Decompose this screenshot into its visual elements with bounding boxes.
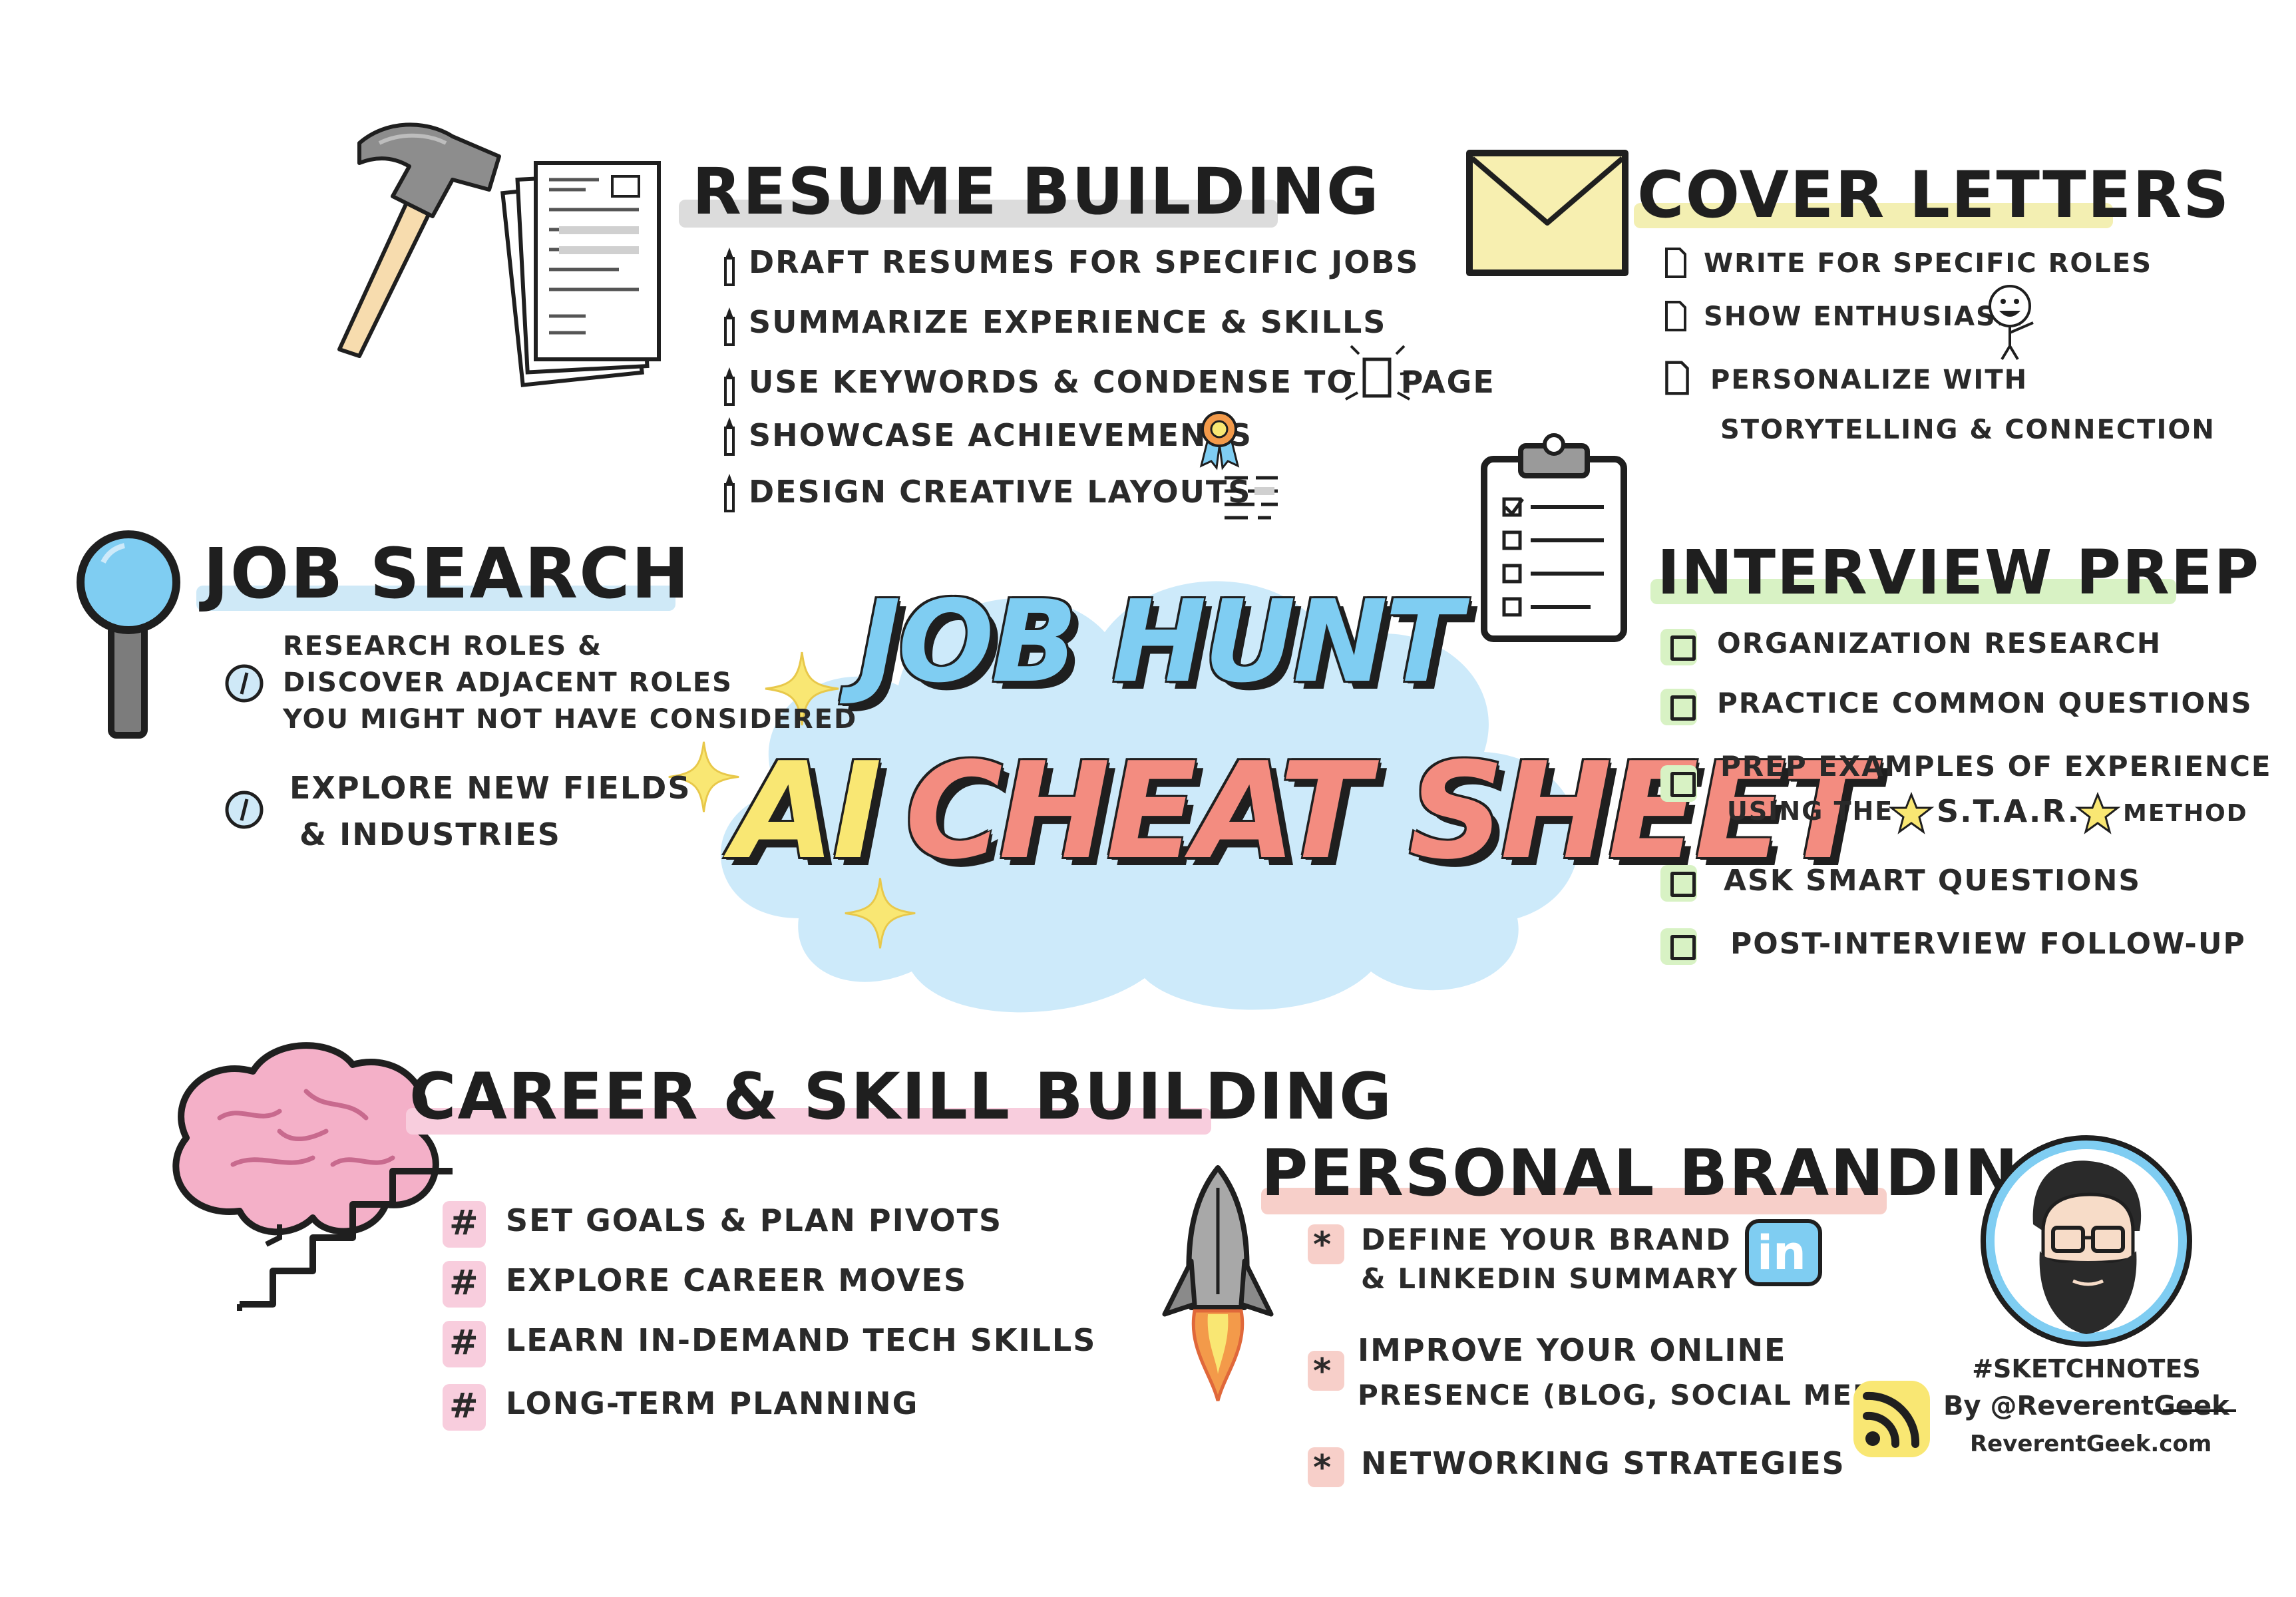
- branding-bullet-highlight: [1308, 1351, 1344, 1391]
- interview-star-line-b: S.T.A.R.: [1937, 793, 2081, 829]
- career-bullet-highlight: [443, 1201, 486, 1248]
- envelope-icon: [1466, 150, 1628, 276]
- checkbox-icon: [1670, 872, 1696, 897]
- brain-icon: [172, 1042, 453, 1311]
- signature-underline: [2163, 1409, 2236, 1412]
- checkbox-icon: [1670, 635, 1696, 661]
- interview-heading-highlight: [1650, 579, 2176, 604]
- cover-heading-highlight: [1634, 203, 2113, 228]
- checkbox-icon: [1670, 935, 1696, 960]
- cover-item: Storytelling & Connection: [1720, 415, 2215, 445]
- document-icon: [1665, 248, 1686, 278]
- pencil-icon: [724, 474, 735, 512]
- job-search-item-line: Discover Adjacent Roles: [283, 667, 733, 698]
- branding-item-line: Define Your Brand: [1361, 1223, 1732, 1257]
- sparkle-icon: [668, 741, 739, 812]
- interview-item: Prep Examples of Experience: [1720, 750, 2272, 783]
- checkbox-icon: [1670, 772, 1696, 797]
- footer-site: ReverentGeek.com: [1970, 1431, 2212, 1457]
- rss-icon: [1853, 1381, 1930, 1457]
- cover-item: Show Enthusiasm: [1704, 301, 2024, 332]
- cover-item: Write for Specific Roles: [1704, 248, 2152, 279]
- avatar: [1981, 1135, 2192, 1347]
- hash-bullet-icon: #: [449, 1386, 480, 1426]
- job-search-item-line: & Industries: [299, 816, 561, 852]
- resume-item: Showcase Achievements: [749, 417, 1253, 453]
- hash-bullet-icon: #: [449, 1263, 480, 1303]
- award-ribbon-icon: [1199, 411, 1240, 470]
- branding-item-line: Improve Your Online: [1358, 1332, 1787, 1368]
- resume-document-icon: [500, 161, 661, 387]
- job-search-heading-highlight: [196, 586, 675, 611]
- career-heading-highlight: [406, 1108, 1211, 1135]
- asterisk-bullet-icon: *: [1313, 1448, 1333, 1488]
- resume-heading: RESUME BUILDING: [692, 154, 1380, 229]
- branding-item-line: Presence (Blog, Social Media): [1358, 1379, 1927, 1411]
- document-icon: [1665, 301, 1686, 331]
- document-icon: [1665, 361, 1689, 395]
- interview-item: Practice Common Questions: [1717, 687, 2253, 719]
- cover-heading: COVER LETTERS: [1637, 158, 2231, 232]
- pencil-icon: [724, 248, 735, 286]
- job-search-item-line: Research Roles &: [283, 631, 603, 661]
- resume-heading-highlight: [679, 200, 1278, 228]
- interview-star-line-c: Method: [2123, 800, 2248, 827]
- branding-item: Networking Strategies: [1361, 1445, 1845, 1481]
- title-cheat-sheet: CHEAT SHEET: [905, 734, 1873, 889]
- interview-item: Organization Research: [1717, 627, 2162, 659]
- interview-item: Ask Smart Questions: [1724, 864, 2142, 898]
- job-search-item-line: Explore New Fields: [289, 770, 691, 806]
- career-item: Set Goals & Plan Pivots: [506, 1202, 1003, 1238]
- compass-icon: [225, 664, 264, 703]
- career-bullet-highlight: [443, 1384, 486, 1431]
- interview-star-line-a: Using the: [1727, 797, 1894, 826]
- job-search-item-line: You Might Not Have Considered: [283, 704, 858, 735]
- page-burst-icon: [1342, 345, 1413, 401]
- star-icon: [1888, 791, 1935, 834]
- branding-heading: PERSONAL BRANDING: [1261, 1136, 2074, 1210]
- asterisk-bullet-icon: *: [1313, 1225, 1333, 1265]
- checkbox-icon: [1670, 695, 1696, 721]
- job-search-heading: JOB SEARCH: [203, 533, 691, 614]
- magnifying-glass-icon: [77, 530, 180, 739]
- interview-heading: INTERVIEW PREP: [1657, 537, 2260, 608]
- hammer-icon: [337, 122, 501, 358]
- footer-byline: By @ReverentGeek: [1943, 1391, 2229, 1421]
- career-bullet-highlight: [443, 1261, 486, 1308]
- branding-item-line: & LinkedIn Summary: [1361, 1262, 1739, 1295]
- sparkle-icon: [845, 878, 916, 949]
- hash-bullet-icon: #: [449, 1203, 480, 1243]
- pencil-icon: [724, 417, 735, 456]
- hash-bullet-icon: #: [449, 1323, 480, 1363]
- career-item: Long-Term Planning: [506, 1385, 919, 1421]
- resume-item: Design Creative Layouts: [749, 474, 1252, 510]
- star-icon: [2074, 791, 2121, 834]
- resume-item: Draft Resumes for Specific Jobs: [749, 244, 1420, 280]
- compass-icon: [225, 791, 264, 829]
- title-cloud: [720, 581, 1579, 1013]
- sparkle-icon: [765, 651, 839, 726]
- pencil-icon: [724, 367, 735, 406]
- title-job-hunt: JOB HUNT: [859, 576, 1462, 708]
- asterisk-bullet-icon: *: [1313, 1351, 1333, 1391]
- career-bullet-highlight: [443, 1321, 486, 1367]
- footer-hashtag: #SKETCHNOTES: [1972, 1354, 2201, 1383]
- layout-icon: [1225, 476, 1278, 520]
- cover-item: Personalize with: [1710, 365, 2028, 395]
- linkedin-icon: [1745, 1219, 1822, 1286]
- pencil-icon: [724, 307, 735, 346]
- clipboard-checklist-icon: [1481, 433, 1627, 642]
- rocket-icon: [1162, 1165, 1274, 1401]
- career-item: Learn In-Demand Tech Skills: [506, 1322, 1097, 1358]
- branding-heading-highlight: [1261, 1188, 1887, 1214]
- resume-item: Summarize Experience & Skills: [749, 304, 1387, 340]
- branding-bullet-highlight: [1308, 1224, 1344, 1264]
- linkedin-badge-text: in: [1757, 1226, 1806, 1280]
- branding-bullet-highlight: [1308, 1447, 1344, 1487]
- title-ai: AI: [732, 734, 882, 889]
- interview-item: Post-Interview Follow-Up: [1730, 927, 2246, 961]
- career-item: Explore Career Moves: [506, 1262, 968, 1298]
- smiley-stick-figure-icon: [1989, 285, 2034, 361]
- career-heading: CAREER & SKILL BUILDING: [409, 1059, 1393, 1134]
